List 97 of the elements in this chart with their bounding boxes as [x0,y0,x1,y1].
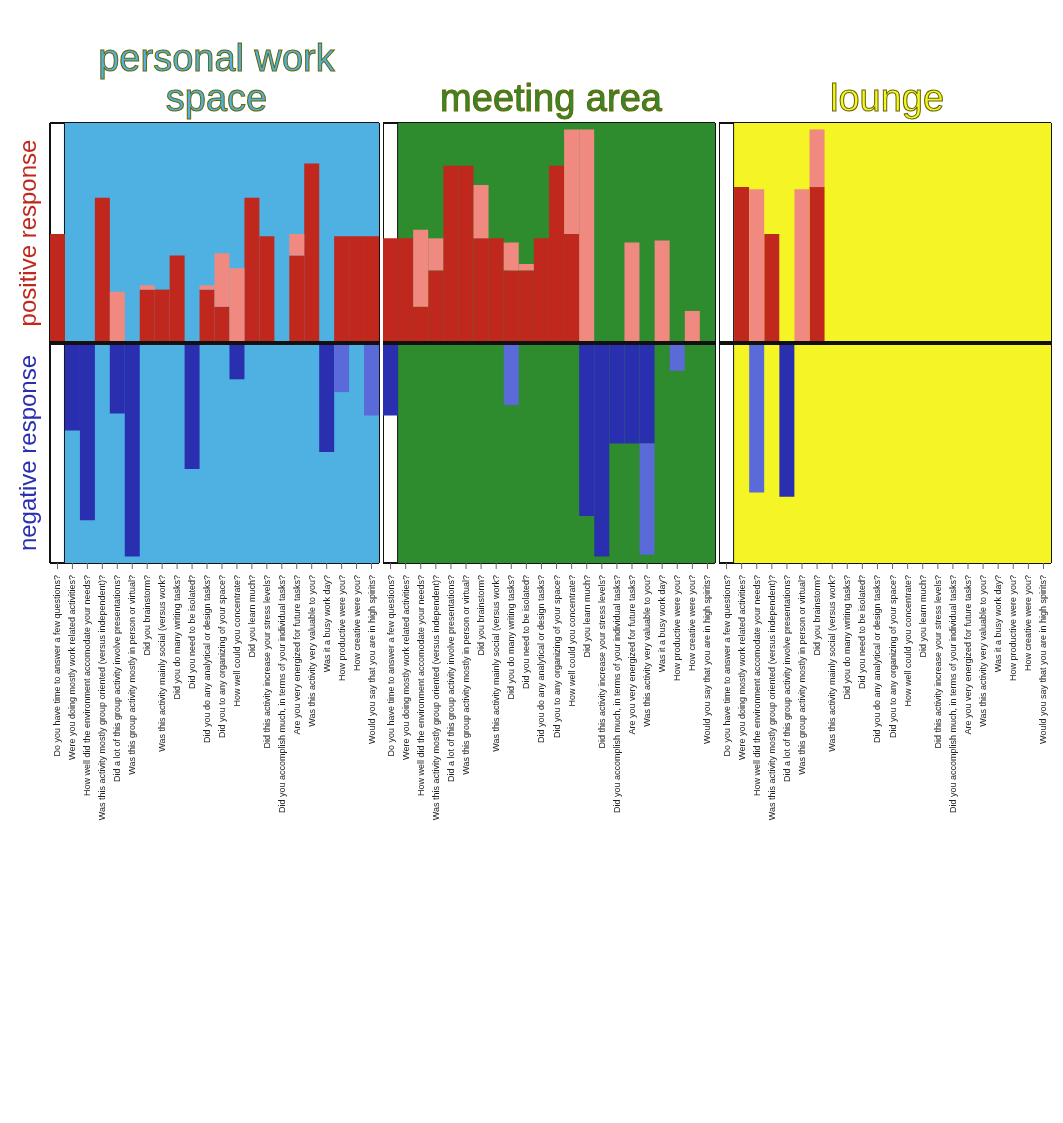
x-tick-label: How creative were you? [351,575,362,672]
x-tick-label: Did you do many writing tasks? [172,575,183,700]
bar [654,240,670,343]
bar [289,234,305,256]
x-tick-label: Did you need to be isolated? [521,575,532,690]
x-tick-label: Did you need to be isolated? [187,575,198,690]
x-tick-label: Did a lot of this group activity involve presentations? [781,575,792,783]
x-tick-label: Was it a busy work day? [321,575,332,673]
x-tick-label: Did this activity increase your stress levels? [596,575,607,749]
x-tick-label: Was it a busy work day? [993,575,1004,673]
x-tick-label: Did you brainstorm? [142,575,153,656]
x-tick-label: How productive were you? [1008,575,1019,682]
x-tick-label: Was this activity mostly group oriented (versus independent)? [430,575,441,821]
bar [809,129,825,188]
bar [684,310,700,343]
x-tick-label: Was this activity very valuable to you? [642,575,653,727]
chart-title: personal work space [97,37,336,119]
x-tick-label: Did you learn much? [917,575,928,658]
x-tick-label: Did you do many writing tasks? [506,575,517,700]
x-tick-label: Are you very energized for future tasks? [291,575,302,735]
x-tick-label: Are you very energized for future tasks? [963,575,973,735]
x-tick-label: Was this group activity mostly in person or virtual? [797,575,807,775]
x-tick-label: Was this activity mostly group oriented (versus independent)? [97,575,108,821]
x-tick-label: How well did the environment accomodate your needs? [415,575,426,797]
x-tick-label: Did you do any analytical or design tasks? [536,575,547,744]
x-tick-label: Did you do any analytical or design tasks? [202,575,213,744]
bar [139,285,155,290]
x-tick-label: Would you say that you are in high spirits? [1038,575,1049,744]
bar [383,343,398,416]
bar [473,184,489,239]
x-tick-label: Did you accomplish much, in terms of your individual tasks? [947,575,958,814]
chart-title: meeting area [440,77,662,119]
x-tick-label: Did a lot of this group activity involve presentations? [112,575,123,783]
x-tick-label: Was this activity mainly social (versus work? [157,575,168,752]
x-tick-label: Did this activity increase your stress levels? [261,575,272,749]
bar [639,443,655,555]
x-tick-label: How creative were you? [687,575,698,672]
x-tick-label: How well could you concentrate? [231,575,242,707]
x-tick-label: How productive were you? [336,575,347,682]
bar [779,343,795,497]
x-tick-label: Would you say that you are in high spirits? [702,575,713,744]
x-tick-label: Were you doing mostly work related activities? [736,575,747,760]
x-tick-label: Did you brainstorm? [812,575,823,656]
x-tick-label: Were you doing mostly work related activities? [67,575,78,760]
bar [319,343,335,452]
x-tick-label: Did you do many writing tasks? [842,575,853,700]
x-tick-label: Was this activity mostly group oriented (versus independent)? [766,575,777,821]
x-tick-label: Would you say that you are in high spirits? [366,575,377,744]
x-tick-label: Was this activity mainly social (versus work? [491,575,502,752]
x-tick-label: How well did the environment accomodate your needs? [82,575,93,797]
x-tick-label: Do you have time to answer a few questions? [721,575,732,757]
x-tick-label: Did you to any organizing of your space? [216,575,227,739]
chart-title: lounge [829,77,945,119]
x-tick-label: Was this group activity mostly in person or virtual? [461,575,471,775]
bar [229,343,245,380]
x-tick-label: Are you very energized for future tasks? [627,575,637,735]
x-tick-label: Did you accomplish much, in terms of your individual tasks? [276,575,287,814]
x-tick-label: Did you to any organizing of your space? [887,575,898,739]
bar [749,343,765,493]
x-tick-label: Did a lot of this group activity involve presentations? [445,575,456,783]
x-tick-label: Was it a busy work day? [657,575,668,673]
x-tick-label: How well could you concentrate? [902,575,913,707]
bar [734,187,750,343]
text: positive response [14,139,42,327]
x-tick-label: Did you do any analytical or design tasks? [872,575,883,744]
bar [184,343,200,470]
bar [364,343,380,416]
x-tick-label: Was this activity very valuable to you? [978,575,989,727]
text: negative response [14,354,42,552]
x-tick-label: Did you brainstorm? [476,575,487,656]
x-tick-label: Were you doing mostly work related activities? [400,575,411,760]
bar [109,291,125,343]
x-tick-label: Did you to any organizing of your space? [551,575,562,739]
bar [334,343,350,393]
x-tick-label: How productive were you? [672,575,683,682]
bar [794,189,810,343]
bar [50,234,65,343]
x-tick-label: Did you learn much? [581,575,592,658]
x-tick-label: How creative were you? [1023,575,1034,672]
x-tick-label: How well could you concentrate? [566,575,577,707]
x-tick-label: Did you need to be isolated? [857,575,868,690]
x-tick-label: Do you have time to answer a few questions? [385,575,396,757]
bar [624,242,640,343]
bar [669,343,685,371]
bar [809,187,825,343]
bar [94,197,110,343]
bar [764,234,780,343]
x-tick-label: How well did the environment accomodate your needs? [751,575,762,797]
x-tick-label: Do you have time to answer a few questions? [52,575,63,757]
x-tick-label: Did this activity increase your stress levels? [932,575,943,749]
bar [749,189,765,343]
bar [503,343,519,405]
x-tick-label: Was this group activity mostly in person or virtual? [127,575,138,775]
x-tick-label: Was this activity mainly social (versus work? [827,575,838,752]
x-tick-label: Was this activity very valuable to you? [306,575,317,727]
x-tick-label: Did you learn much? [246,575,257,658]
x-tick-label: Did you accomplish much, in terms of your individual tasks? [611,575,622,814]
